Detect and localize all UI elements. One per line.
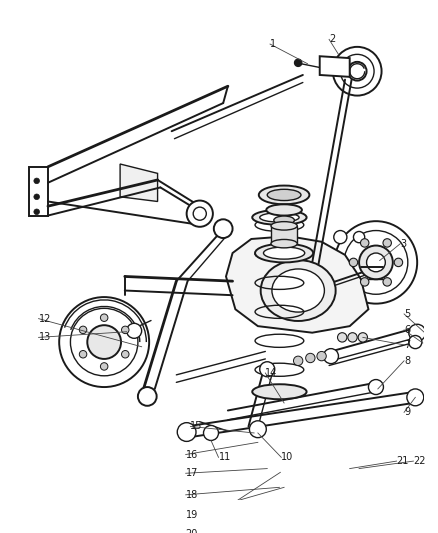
Text: 22: 22 [413, 456, 425, 466]
Circle shape [203, 425, 218, 440]
Circle shape [100, 362, 108, 370]
Circle shape [408, 335, 421, 349]
Polygon shape [29, 167, 48, 215]
Text: 11: 11 [218, 453, 230, 462]
Ellipse shape [252, 210, 306, 225]
Text: 12: 12 [39, 313, 51, 324]
Polygon shape [120, 164, 157, 201]
Circle shape [349, 258, 357, 266]
Text: 3: 3 [399, 239, 406, 249]
Circle shape [337, 333, 346, 342]
Circle shape [332, 47, 381, 95]
Circle shape [294, 59, 301, 67]
Circle shape [367, 379, 382, 394]
Circle shape [127, 324, 141, 338]
Text: 13: 13 [39, 333, 51, 342]
Ellipse shape [266, 204, 301, 215]
Text: 19: 19 [185, 511, 198, 520]
Circle shape [59, 297, 149, 387]
Text: 14: 14 [265, 368, 277, 378]
Ellipse shape [270, 222, 297, 230]
Circle shape [305, 353, 314, 362]
Ellipse shape [252, 384, 306, 399]
Text: 10: 10 [281, 453, 293, 462]
Circle shape [393, 258, 402, 266]
Polygon shape [270, 226, 297, 244]
Circle shape [334, 221, 416, 304]
Ellipse shape [258, 185, 309, 204]
Circle shape [343, 231, 407, 294]
Text: 5: 5 [403, 309, 410, 319]
Circle shape [34, 194, 39, 200]
Circle shape [347, 333, 357, 342]
Text: 18: 18 [185, 490, 198, 500]
Ellipse shape [271, 269, 324, 312]
Polygon shape [319, 56, 349, 77]
Ellipse shape [260, 260, 335, 321]
Text: 20: 20 [185, 529, 198, 533]
Circle shape [121, 326, 129, 334]
Circle shape [34, 209, 39, 215]
Circle shape [357, 333, 367, 342]
Circle shape [249, 421, 266, 438]
Text: 6: 6 [403, 325, 409, 335]
Text: 21: 21 [396, 456, 408, 466]
Text: 17: 17 [185, 469, 198, 478]
Circle shape [406, 389, 423, 406]
Circle shape [87, 325, 121, 359]
Text: 9: 9 [403, 407, 409, 417]
Circle shape [193, 207, 206, 220]
Circle shape [339, 54, 373, 88]
Text: 7: 7 [403, 340, 410, 350]
Text: 16: 16 [185, 449, 198, 459]
Polygon shape [226, 236, 367, 333]
Ellipse shape [263, 247, 304, 259]
Circle shape [293, 356, 302, 366]
Circle shape [353, 231, 364, 243]
Circle shape [177, 423, 195, 441]
Circle shape [79, 326, 87, 334]
Circle shape [360, 239, 368, 247]
Circle shape [347, 62, 366, 80]
Circle shape [382, 278, 391, 286]
Circle shape [323, 349, 338, 364]
Circle shape [138, 387, 156, 406]
Circle shape [366, 253, 385, 272]
Ellipse shape [270, 239, 297, 248]
Circle shape [34, 178, 39, 184]
Ellipse shape [254, 244, 312, 262]
Text: 2: 2 [328, 34, 335, 44]
Circle shape [360, 278, 368, 286]
Circle shape [408, 324, 425, 341]
Text: 15: 15 [190, 422, 202, 431]
Circle shape [259, 362, 274, 377]
Text: 8: 8 [403, 356, 409, 366]
Ellipse shape [267, 189, 300, 200]
Circle shape [121, 351, 129, 358]
Ellipse shape [259, 213, 298, 222]
Circle shape [186, 200, 212, 227]
Circle shape [100, 314, 108, 321]
Circle shape [70, 308, 138, 376]
Circle shape [79, 351, 87, 358]
Text: 1: 1 [269, 39, 276, 49]
Circle shape [382, 239, 391, 247]
Circle shape [316, 351, 325, 361]
Circle shape [358, 246, 392, 279]
Ellipse shape [273, 216, 294, 224]
Circle shape [296, 279, 314, 298]
Circle shape [213, 219, 232, 238]
Circle shape [333, 231, 346, 244]
